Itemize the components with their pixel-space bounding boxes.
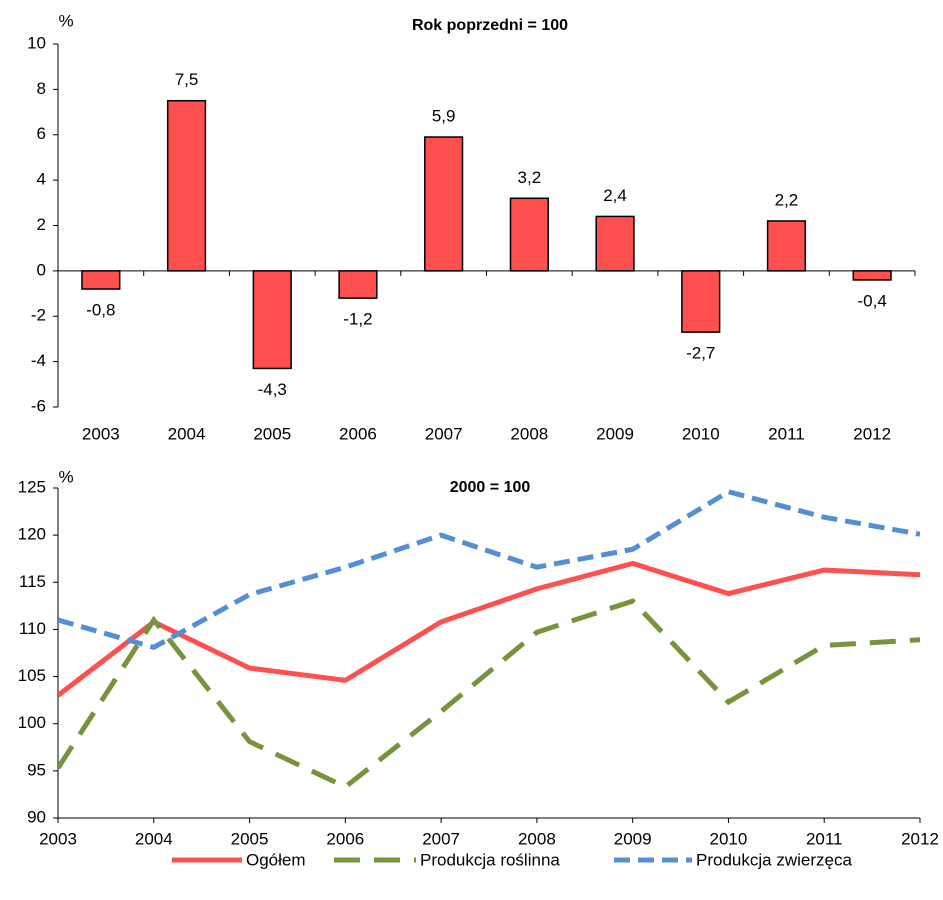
y-tick-label: 120 — [18, 525, 46, 544]
value-label: 5,9 — [432, 107, 456, 126]
x-tick-label: 2011 — [806, 829, 843, 848]
line-series — [58, 489, 920, 651]
bar — [852, 270, 892, 281]
value-label: -0,8 — [86, 301, 115, 320]
x-tick-label: 2006 — [326, 829, 364, 848]
x-tick-label: 2012 — [901, 829, 939, 848]
x-tick-label: 2007 — [425, 424, 463, 443]
bar — [81, 270, 121, 290]
legend-label: Ogółem — [246, 850, 306, 869]
y-tick-label: -6 — [31, 396, 46, 415]
value-label: -1,2 — [343, 310, 372, 329]
x-tick-label: 2008 — [518, 829, 556, 848]
y-tick-label: 0 — [37, 260, 46, 279]
bar — [252, 270, 292, 370]
y-tick-label: 115 — [19, 572, 46, 591]
value-label: 7,5 — [175, 70, 199, 89]
y-tick-label: 125 — [18, 477, 46, 496]
value-label: 3,2 — [518, 168, 542, 187]
bar — [424, 136, 464, 272]
y-tick-label: 110 — [19, 619, 46, 638]
y-tick-label: 8 — [37, 79, 46, 98]
y-axis-label: % — [58, 467, 73, 486]
x-tick-label: 2010 — [682, 424, 720, 443]
y-tick-label: 2 — [37, 215, 46, 234]
bar — [681, 270, 721, 333]
x-tick-label: 2009 — [614, 829, 652, 848]
y-tick-label: 4 — [37, 170, 46, 189]
x-tick-label: 2004 — [135, 829, 173, 848]
x-tick-label: 2003 — [82, 424, 120, 443]
x-tick-label: 2010 — [710, 829, 748, 848]
x-tick-label: 2004 — [168, 424, 206, 443]
chart-title: Rok poprzedni = 100 — [412, 17, 568, 34]
value-label: -2,7 — [686, 344, 715, 363]
chart-title: 2000 = 100 — [450, 479, 531, 496]
y-tick-label: 90 — [27, 807, 46, 826]
value-label: 2,4 — [603, 186, 627, 205]
y-tick-label: -2 — [31, 306, 46, 325]
legend-label: Produkcja zwierzęca — [696, 850, 852, 869]
bar — [766, 220, 807, 272]
x-tick-label: 2009 — [596, 424, 634, 443]
x-tick-label: 2008 — [510, 424, 548, 443]
y-tick-label: 95 — [27, 760, 46, 779]
value-label: 2,2 — [775, 190, 799, 209]
legend-label: Produkcja roślinna — [420, 850, 560, 869]
x-tick-label: 2005 — [253, 424, 291, 443]
x-tick-label: 2005 — [231, 829, 269, 848]
bar — [338, 270, 378, 299]
x-tick-label: 2006 — [339, 424, 377, 443]
bar — [166, 99, 207, 272]
bar — [509, 197, 549, 272]
x-tick-label: 2011 — [768, 424, 805, 443]
value-label: -0,4 — [858, 291, 887, 310]
y-tick-label: -4 — [31, 351, 46, 370]
x-tick-label: 2003 — [39, 829, 77, 848]
y-tick-label: 100 — [18, 713, 46, 732]
bar — [595, 215, 635, 272]
line-series — [58, 598, 920, 790]
value-label: -4,3 — [258, 380, 287, 399]
x-tick-label: 2007 — [422, 829, 460, 848]
y-tick-label: 105 — [18, 666, 46, 685]
x-tick-label: 2012 — [853, 424, 891, 443]
y-axis-label: % — [58, 11, 73, 30]
y-tick-label: 6 — [37, 124, 46, 143]
y-tick-label: 10 — [27, 33, 46, 52]
line-series — [58, 560, 920, 698]
